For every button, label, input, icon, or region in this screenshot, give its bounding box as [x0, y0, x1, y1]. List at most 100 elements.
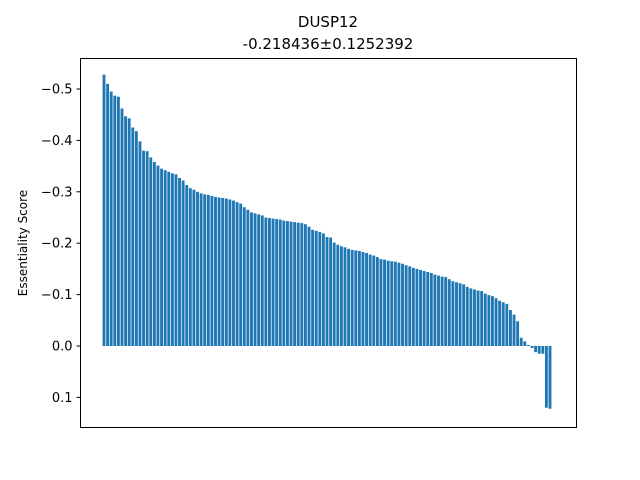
bar — [181, 180, 185, 346]
y-axis-ticks: −0.5 −0.4 −0.3 −0.2 −0.1 0.0 0.1 — [41, 83, 81, 406]
bar — [192, 189, 196, 346]
bar — [491, 296, 494, 346]
bar — [476, 290, 480, 346]
bar — [318, 231, 322, 346]
y-tick-label: −0.1 — [41, 288, 73, 303]
bar — [217, 197, 221, 346]
bar — [239, 203, 243, 346]
bar — [138, 141, 142, 346]
y-tick-label: 0.0 — [52, 340, 73, 355]
bar — [397, 262, 401, 346]
bar — [404, 265, 408, 346]
y-tick-label: −0.5 — [41, 83, 73, 98]
bar — [242, 207, 246, 346]
bar — [361, 251, 365, 346]
bar — [372, 255, 376, 346]
bar — [462, 284, 466, 346]
bar — [383, 259, 386, 346]
bar — [422, 270, 426, 346]
bar — [203, 194, 207, 346]
bar — [206, 194, 210, 346]
bar — [235, 202, 239, 346]
bar — [170, 173, 174, 346]
bar — [505, 303, 509, 346]
bar — [336, 244, 340, 346]
bar — [134, 131, 138, 346]
bar — [232, 200, 235, 346]
bar — [530, 346, 534, 349]
bar — [264, 217, 268, 346]
bar — [541, 346, 545, 354]
bar — [314, 230, 318, 346]
bar — [224, 198, 228, 346]
bar — [127, 118, 131, 346]
bar — [221, 197, 225, 346]
bar — [124, 116, 128, 347]
bar — [106, 83, 110, 347]
bar — [347, 248, 351, 346]
bar — [447, 279, 451, 346]
bar — [131, 127, 135, 346]
bar — [357, 250, 361, 346]
bar — [210, 195, 214, 346]
bar — [282, 220, 286, 346]
bar — [325, 237, 329, 346]
bar — [152, 161, 156, 346]
bar — [156, 165, 160, 346]
plot-frame — [80, 58, 577, 428]
bar — [534, 346, 538, 353]
bar — [303, 224, 307, 346]
bar — [257, 214, 261, 346]
bar — [386, 260, 390, 346]
bar — [393, 261, 397, 346]
bar — [487, 295, 491, 346]
bar — [343, 247, 347, 346]
bar — [437, 275, 440, 346]
bar — [271, 218, 275, 346]
bar — [250, 212, 253, 346]
bar — [278, 219, 282, 346]
bar — [120, 108, 124, 346]
bar — [473, 289, 476, 346]
bar — [455, 282, 458, 346]
y-tick-label: −0.3 — [41, 185, 73, 200]
bar — [411, 267, 415, 346]
bar — [354, 250, 358, 346]
bar — [350, 249, 354, 346]
bar — [228, 199, 232, 346]
bar — [113, 95, 117, 347]
bar — [516, 321, 520, 346]
bar — [451, 281, 455, 346]
bar — [419, 269, 422, 346]
bar — [329, 237, 333, 346]
chart-subtitle: -0.218436±0.1252392 — [243, 35, 414, 53]
bar — [188, 188, 192, 346]
bar — [458, 283, 462, 346]
bar — [519, 337, 523, 346]
bar — [289, 221, 293, 346]
bar — [401, 263, 404, 346]
bar — [444, 277, 448, 346]
bar — [142, 150, 146, 346]
bar — [537, 346, 541, 354]
bar — [109, 91, 113, 346]
bar — [365, 252, 369, 346]
bar — [163, 170, 167, 346]
bar — [185, 185, 189, 346]
bar — [307, 226, 311, 346]
bar — [465, 286, 469, 346]
bars-group — [102, 74, 552, 409]
bar — [174, 174, 178, 346]
bar — [332, 242, 336, 346]
bar — [260, 215, 264, 346]
y-tick-label: −0.2 — [41, 237, 73, 252]
bar — [469, 288, 473, 346]
bar — [214, 196, 217, 346]
bar — [102, 74, 106, 347]
bar — [296, 222, 300, 346]
bar — [440, 276, 444, 346]
bar — [375, 257, 379, 346]
bar — [509, 310, 512, 346]
bar — [300, 223, 304, 346]
